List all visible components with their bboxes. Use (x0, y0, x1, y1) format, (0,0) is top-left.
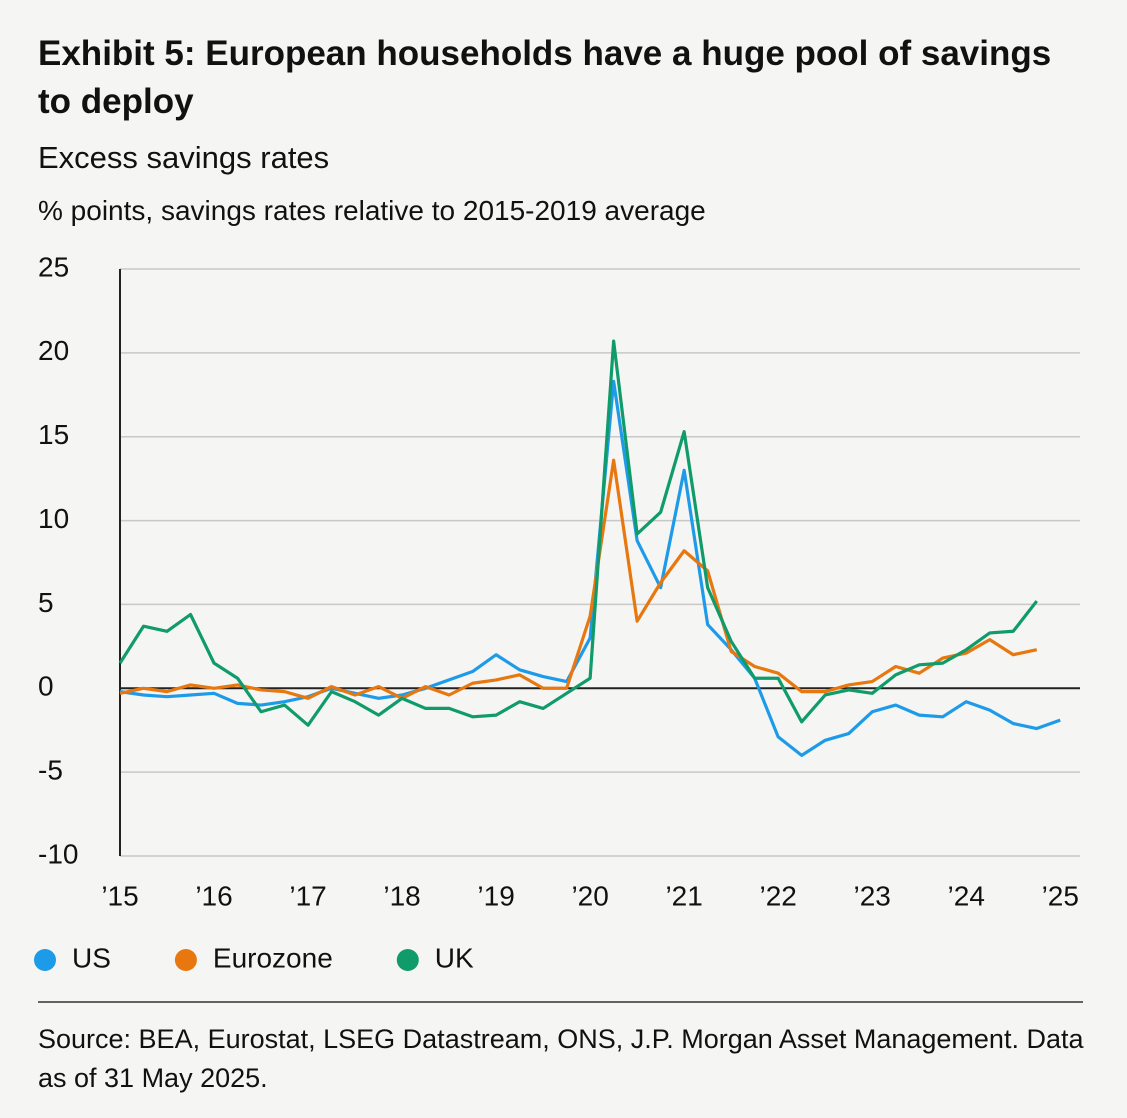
y-tick-label: 25 (38, 251, 69, 282)
x-tick-label: ’18 (383, 880, 420, 911)
legend-swatch (396, 949, 419, 971)
x-tick-label: ’20 (571, 880, 608, 911)
series-line (118, 339, 1039, 727)
legend-swatch (174, 949, 197, 971)
legend-swatch (34, 949, 56, 971)
series-line (119, 458, 1038, 700)
legend-label: UK (435, 942, 474, 973)
source-note: Source: BEA, Eurostat, LSEG Datastream, … (38, 1024, 1084, 1093)
x-tick-label: ’23 (854, 880, 891, 911)
x-tick-label: ’15 (101, 880, 138, 911)
series-line (119, 379, 1061, 757)
x-tick-label: ’16 (195, 880, 232, 911)
y-tick-label: -5 (38, 755, 63, 786)
y-tick-label: 0 (38, 671, 54, 702)
x-tick-label: ’17 (289, 880, 326, 911)
y-tick-label: 10 (38, 503, 69, 534)
y-axis-label: % points, savings rates relative to 2015… (38, 195, 706, 226)
legend-label: Eurozone (213, 942, 333, 973)
y-tick-label: -10 (38, 838, 78, 869)
x-tick-label: ’24 (948, 880, 985, 911)
y-tick-label: 5 (38, 587, 54, 618)
y-tick-label: 20 (38, 335, 69, 366)
legend-label: US (72, 942, 111, 973)
x-tick-label: ’22 (759, 880, 796, 911)
x-tick-label: ’21 (665, 880, 702, 911)
y-tick-label: 15 (38, 419, 69, 450)
x-tick-label: ’25 (1042, 880, 1079, 911)
chart-title: Exhibit 5: European households have a hu… (38, 34, 1052, 121)
chart-subtitle: Excess savings rates (38, 140, 330, 175)
x-tick-label: ’19 (477, 880, 514, 911)
